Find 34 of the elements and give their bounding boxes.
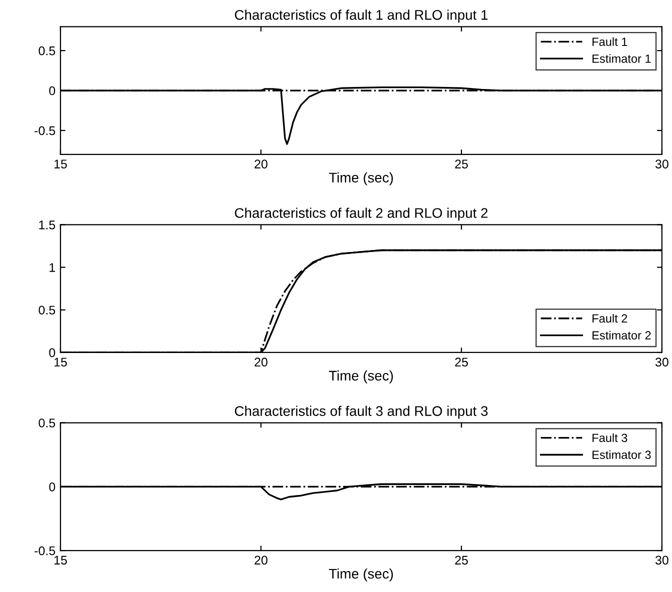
x-tick-label: 30 (655, 556, 668, 565)
legend-label: Estimator 3 (592, 450, 651, 459)
x-tick-label: 25 (455, 358, 468, 367)
chart-title: Characteristics of fault 3 and RLO input 3 (234, 406, 488, 419)
y-tick-label: -0.5 (34, 126, 56, 136)
x-axis-title: Time (sec) (328, 568, 393, 582)
chart-title: Characteristics of fault 1 and RLO input 1 (234, 10, 488, 23)
x-tick-label: 25 (455, 160, 468, 168)
x-tick-label: 20 (254, 556, 268, 565)
x-tick-label: 20 (254, 160, 268, 168)
x-tick-label: 25 (455, 556, 468, 565)
x-axis-title: Time (sec) (328, 172, 393, 186)
y-tick-label: 0.5 (38, 418, 56, 428)
x-tick-label: 30 (655, 358, 668, 367)
legend-label: Estimator 1 (592, 54, 651, 63)
x-tick-label: 15 (54, 160, 67, 168)
y-tick-label: 1.5 (39, 220, 56, 230)
y-tick-label: 0.5 (38, 306, 56, 315)
y-tick-label: 0 (49, 86, 56, 96)
x-tick-label: 15 (54, 358, 67, 367)
x-tick-label: 20 (254, 358, 268, 367)
text: Fault 3 (592, 433, 628, 442)
x-axis-title: Time (sec) (328, 370, 393, 384)
y-tick-label: 0.5 (38, 46, 56, 56)
y-tick-label: 0 (49, 482, 56, 492)
x-tick-label: 15 (54, 556, 67, 565)
legend-label: Fault 2 (592, 314, 628, 323)
y-tick-label: 1 (50, 263, 56, 272)
legend-label: Fault 1 (592, 37, 628, 46)
chart-title: Characteristics of fault 2 and RLO input 2 (234, 208, 488, 221)
legend-label: Estimator 2 (592, 330, 651, 340)
y-tick-label: -0.5 (34, 546, 56, 556)
x-tick-label: 30 (655, 160, 668, 168)
y-tick-label: 0 (49, 348, 56, 358)
